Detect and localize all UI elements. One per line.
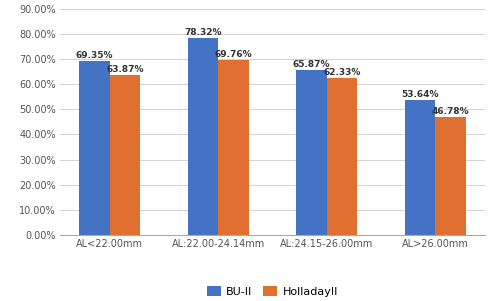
- Text: 69.35%: 69.35%: [76, 51, 114, 60]
- Bar: [110, 75, 140, 235]
- Text: 46.78%: 46.78%: [432, 107, 470, 116]
- Text: 63.87%: 63.87%: [106, 65, 144, 73]
- Text: 65.87%: 65.87%: [293, 60, 331, 69]
- Text: 78.32%: 78.32%: [184, 28, 222, 37]
- Bar: [218, 60, 248, 235]
- Bar: [405, 100, 436, 235]
- Bar: [188, 38, 218, 235]
- Bar: [296, 70, 327, 235]
- Text: 62.33%: 62.33%: [324, 68, 360, 77]
- Text: 53.64%: 53.64%: [402, 90, 439, 99]
- Text: 69.76%: 69.76%: [214, 50, 252, 59]
- Bar: [327, 79, 357, 235]
- Bar: [436, 117, 466, 235]
- Legend: BU-II, HolladayII: BU-II, HolladayII: [203, 282, 342, 301]
- Bar: [80, 61, 110, 235]
